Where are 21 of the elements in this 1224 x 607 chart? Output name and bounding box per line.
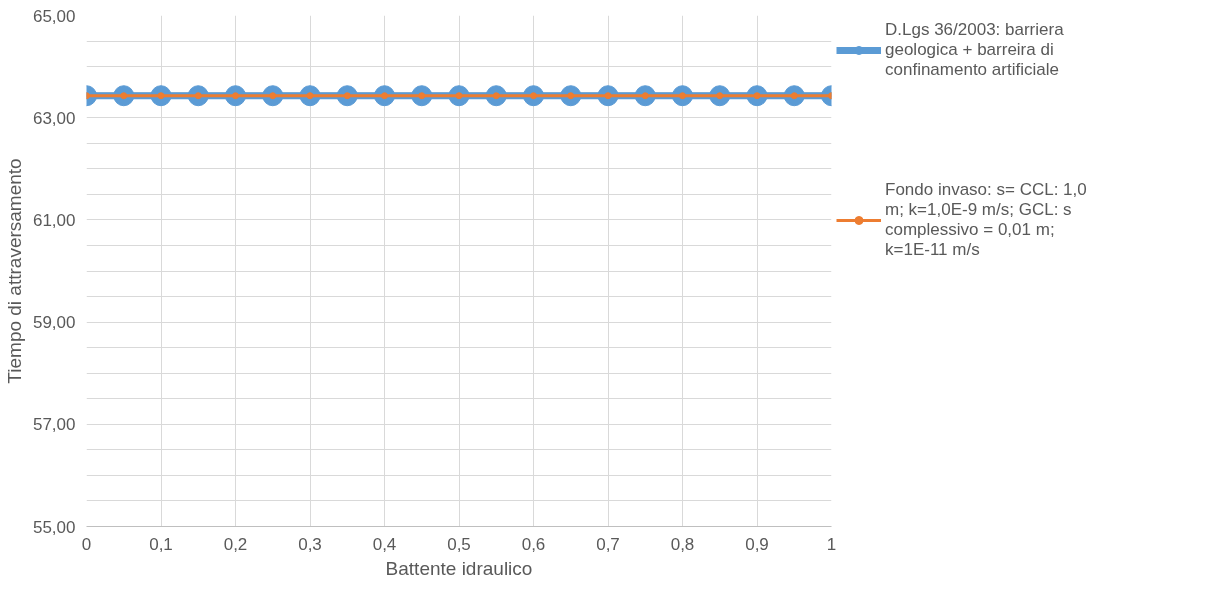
legend-label: D.Lgs 36/2003: barriera geologica + barreira di confinamento artificiale xyxy=(885,20,1064,80)
x-tick-label: 0,7 xyxy=(596,534,620,554)
x-tick-label: 0,4 xyxy=(372,534,397,554)
y-tick-label: 55,00 xyxy=(32,517,76,537)
y-tick-label: 57,00 xyxy=(32,415,76,435)
x-tick-label: 0,2 xyxy=(223,534,248,554)
x-tick-label: 0,3 xyxy=(298,534,322,554)
x-tick-label: 1 xyxy=(826,534,837,554)
x-tick-label: 0,9 xyxy=(745,534,769,554)
y-tick-label: 61,00 xyxy=(32,210,76,230)
legend-label: Fondo invaso: s= CCL: 1,0 m; k=1,0E-9 m/s; GCL: s complessivo = 0,01 m; k=1E-11 m/s xyxy=(885,180,1087,260)
x-tick-label: 0 xyxy=(81,534,92,554)
y-tick-label: 65,00 xyxy=(32,6,76,26)
x-tick-label: 0,5 xyxy=(447,534,471,554)
x-tick-label: 0,1 xyxy=(149,534,173,554)
y-tick-label: 59,00 xyxy=(32,313,76,333)
y-axis-title: Tiempo di attraversamento xyxy=(3,158,25,384)
y-tick-label: 63,00 xyxy=(32,108,76,128)
x-tick-label: 0,6 xyxy=(521,534,546,554)
x-axis-title: Battente idraulico xyxy=(385,557,533,579)
x-tick-label: 0,8 xyxy=(670,534,695,554)
